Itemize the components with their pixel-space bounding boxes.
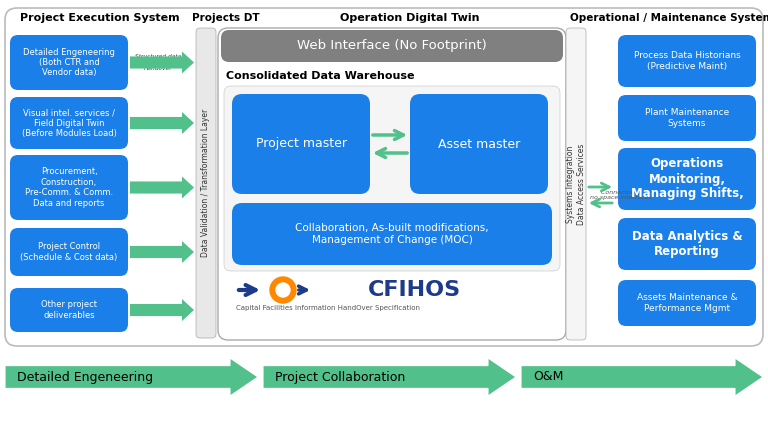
Text: Structure the data
and import: Structure the data and import [132,118,186,128]
Polygon shape [263,358,516,396]
Text: Operational / Maintenance System: Operational / Maintenance System [571,13,768,23]
Text: Structure the data
and import: Structure the data and import [132,247,186,257]
FancyBboxPatch shape [196,28,216,338]
Polygon shape [130,51,194,73]
Text: Operations
Monitoring,
Managing Shifts,: Operations Monitoring, Managing Shifts, [631,158,743,200]
Text: Procurement,
Construction,
Pre-Comm. & Comm.
Data and reports: Procurement, Construction, Pre-Comm. & C… [25,167,113,208]
Text: Consolidated Data Warehouse: Consolidated Data Warehouse [226,71,415,81]
Polygon shape [130,241,194,263]
Text: Detailed Engeneering: Detailed Engeneering [17,371,153,384]
Text: Data Validation / Transformation Layer: Data Validation / Transformation Layer [201,109,210,257]
Text: Connectors /
no space interfaces: Connectors / no space interfaces [590,190,651,200]
Text: Collaboration, As-built modifications,
Management of Change (MOC): Collaboration, As-built modifications, M… [295,223,488,245]
Text: Structure and
import: Structure and import [132,305,172,315]
FancyBboxPatch shape [5,8,763,346]
FancyBboxPatch shape [566,28,586,340]
Text: Operation Digital Twin: Operation Digital Twin [340,13,480,23]
Text: CFIHOS: CFIHOS [368,280,461,300]
FancyBboxPatch shape [224,86,560,271]
FancyBboxPatch shape [410,94,548,194]
Text: Structured data
and reports: Structured data and reports [132,182,178,193]
Text: Project Control
(Schedule & Cost data): Project Control (Schedule & Cost data) [21,242,118,262]
Text: Asset master: Asset master [438,137,520,150]
Circle shape [270,277,296,303]
Text: Project Execution System: Project Execution System [20,13,180,23]
FancyBboxPatch shape [232,94,370,194]
Polygon shape [130,299,194,321]
Text: Projects DT: Projects DT [192,13,260,23]
Text: Structured data
early / continuous
Handover: Structured data early / continuous Hando… [132,54,185,71]
Polygon shape [130,177,194,198]
Polygon shape [130,112,194,134]
FancyBboxPatch shape [618,35,756,87]
FancyBboxPatch shape [618,280,756,326]
FancyBboxPatch shape [232,203,552,265]
Polygon shape [521,358,763,396]
Circle shape [276,283,290,297]
Text: O&M: O&M [533,371,564,384]
Text: Other project
deliverables: Other project deliverables [41,300,97,320]
FancyBboxPatch shape [221,30,563,62]
Text: Visual intel. services /
Field Digital Twin
(Before Modules Load): Visual intel. services / Field Digital T… [22,108,117,138]
Text: Assets Maintenance &
Performance Mgmt: Assets Maintenance & Performance Mgmt [637,293,737,313]
FancyBboxPatch shape [10,35,128,90]
Text: Systems Integration
Data Access Services: Systems Integration Data Access Services [566,143,586,225]
Text: Detailed Engeneering
(Both CTR and
Vendor data): Detailed Engeneering (Both CTR and Vendo… [23,48,115,77]
FancyBboxPatch shape [618,95,756,141]
FancyBboxPatch shape [10,97,128,149]
FancyBboxPatch shape [218,28,566,340]
FancyBboxPatch shape [10,228,128,276]
Text: Data Analytics &
Reporting: Data Analytics & Reporting [632,230,743,258]
FancyBboxPatch shape [10,288,128,332]
Polygon shape [5,358,258,396]
Text: Process Data Historians
(Predictive Maint): Process Data Historians (Predictive Main… [634,51,740,71]
Text: Plant Maintenance
Systems: Plant Maintenance Systems [645,108,729,128]
FancyBboxPatch shape [618,148,756,210]
Text: Capital Facilities Information HandOver Specification: Capital Facilities Information HandOver … [236,305,420,311]
FancyBboxPatch shape [618,218,756,270]
Text: Project Collaboration: Project Collaboration [275,371,406,384]
FancyBboxPatch shape [10,155,128,220]
Text: Web Interface (No Footprint): Web Interface (No Footprint) [297,39,487,53]
Text: Project master: Project master [256,137,346,150]
